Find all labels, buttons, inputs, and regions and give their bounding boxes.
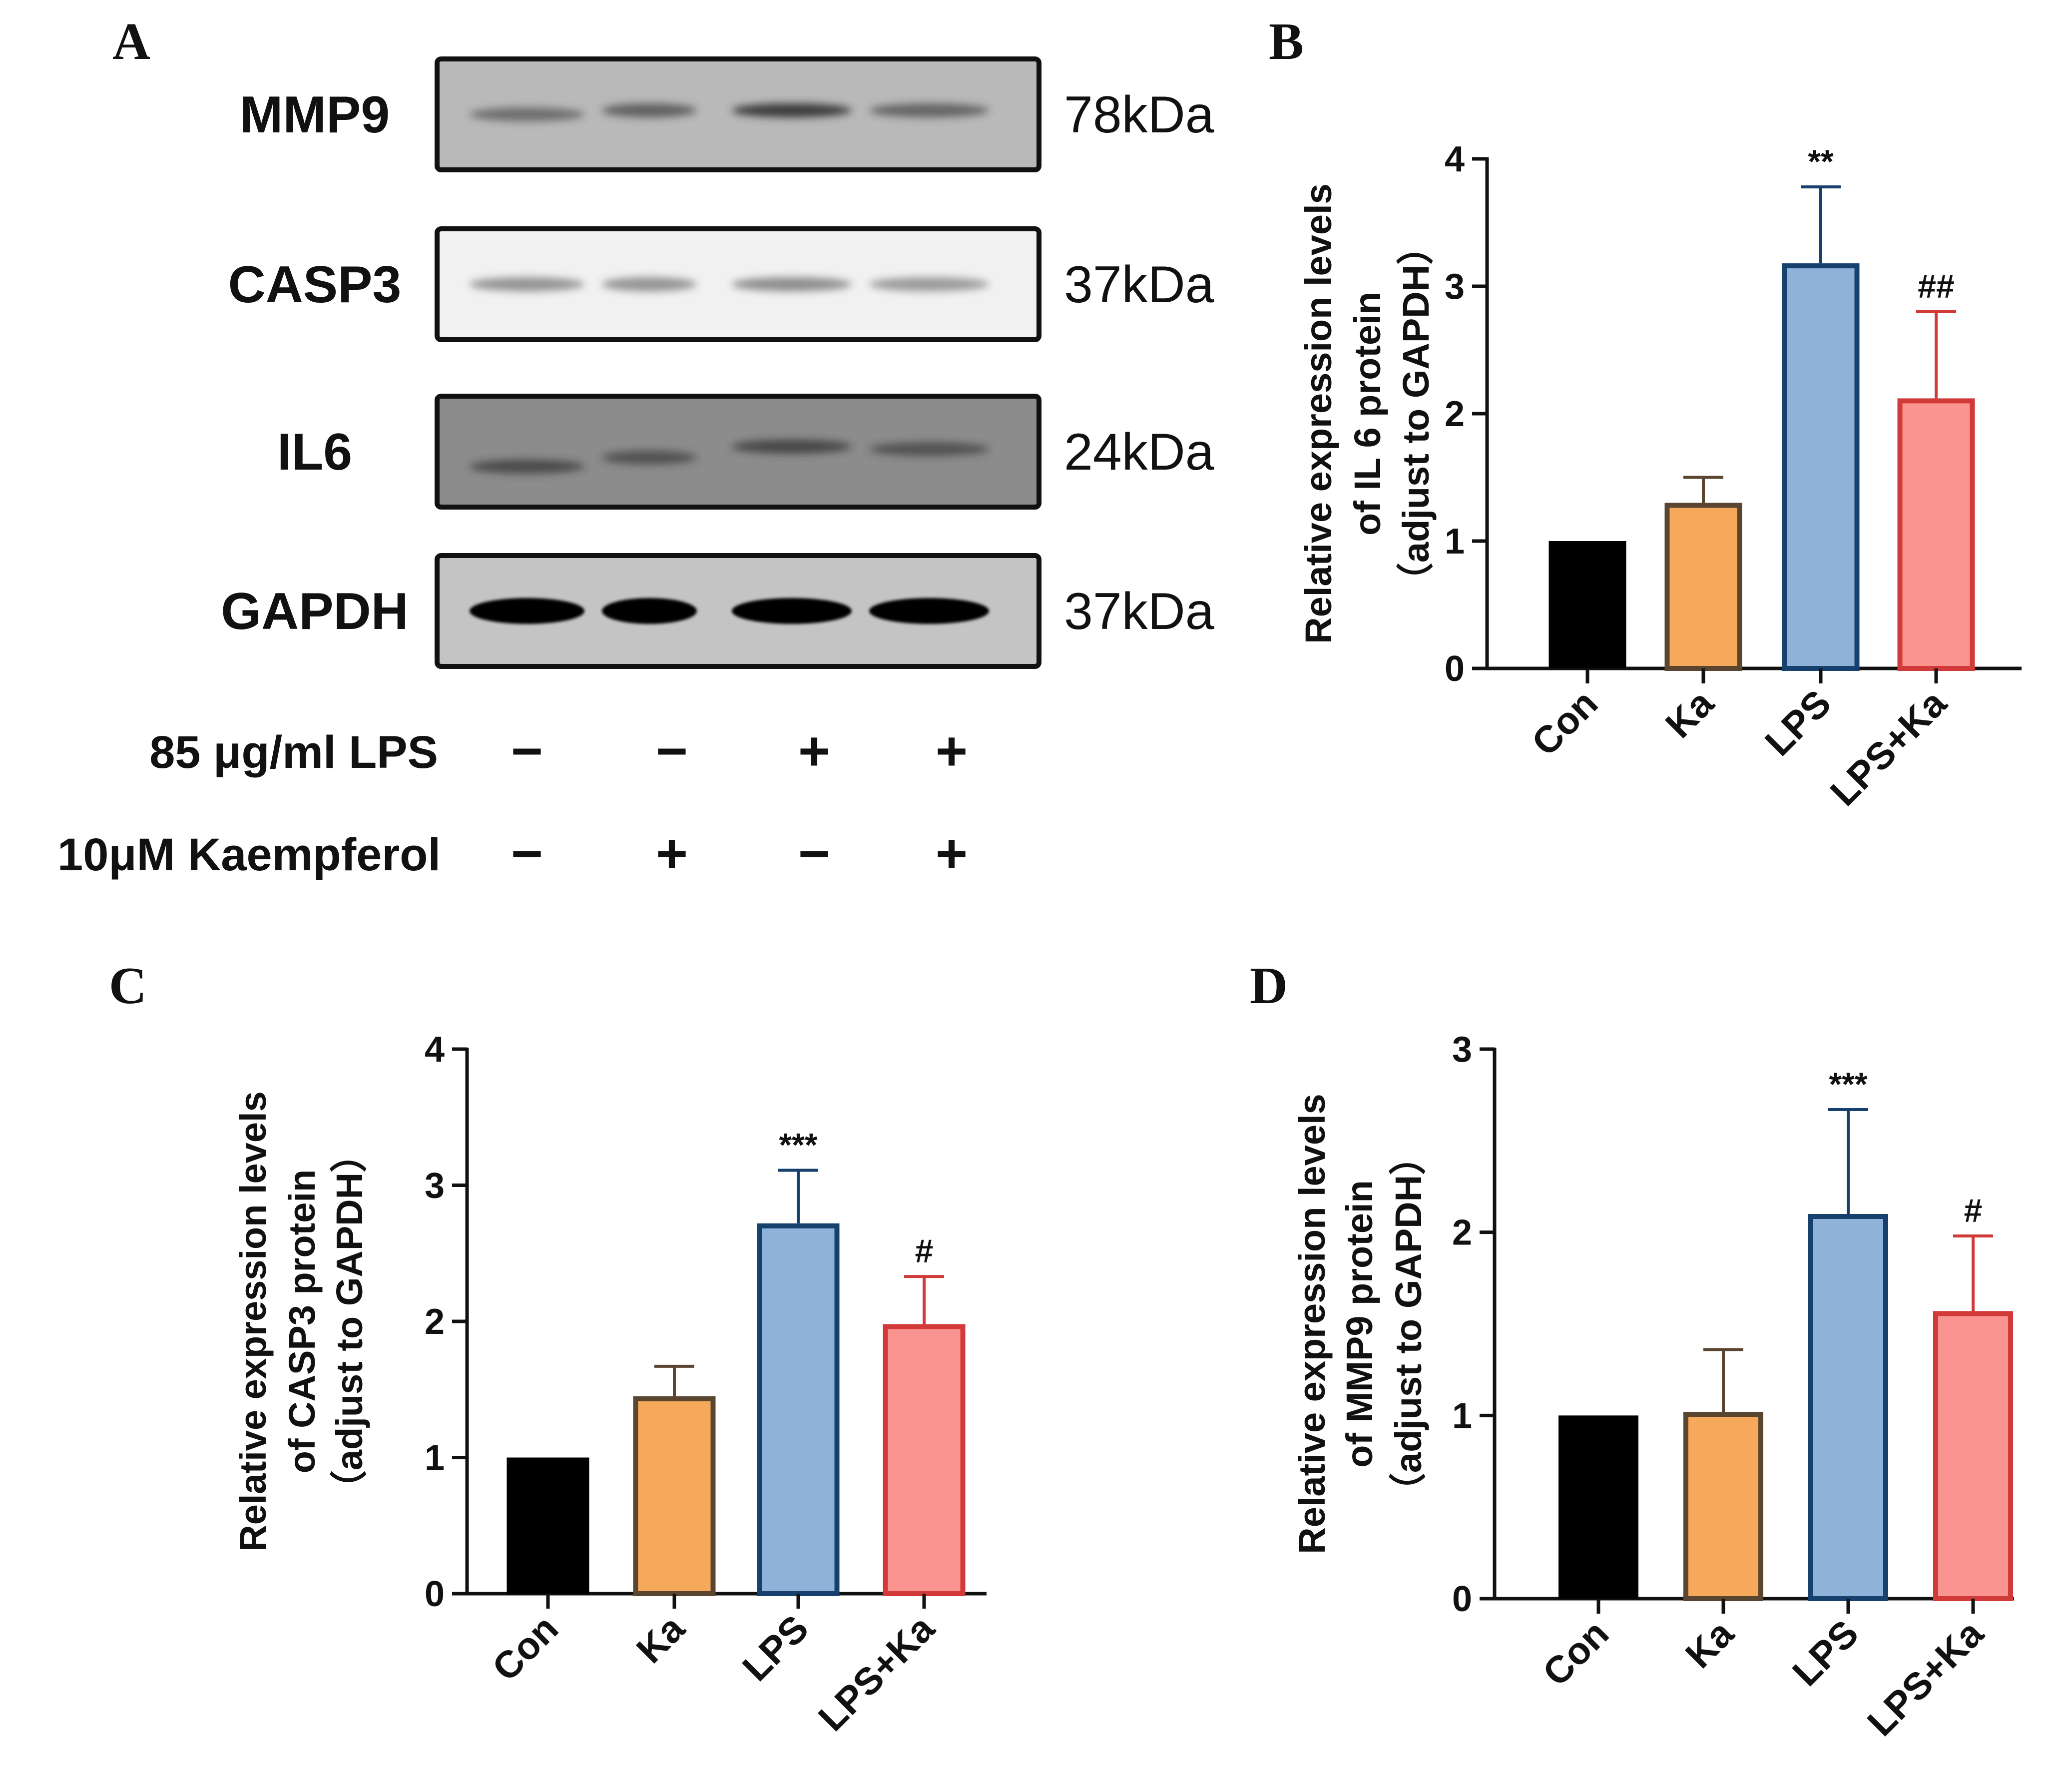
blot-band-gapdh-lane-4 — [869, 598, 989, 624]
bar-ka — [1683, 1412, 1763, 1601]
blot-band-casp3-lane-2 — [602, 277, 697, 291]
condition-sign-2-lane-3: − — [798, 823, 830, 884]
blot-band-casp3-lane-4 — [869, 277, 989, 291]
blot-band-mmp9-lane-2 — [602, 103, 697, 117]
chart-il6: 0 1 2 3 4 Con Ka LPS ** LPS+Ka ## Relative expressi… — [1298, 139, 2022, 814]
blot-kda-casp3: 37kDa — [1064, 256, 1214, 314]
y-axis-label-line-1: Relative expression levels — [232, 1091, 274, 1551]
blot-band-gapdh-lane-3 — [732, 598, 852, 624]
bar-lps — [1808, 1214, 1888, 1601]
condition-sign-2-lane-2: + — [656, 823, 688, 884]
chart-casp3: 0 1 2 3 4 Con Ka LPS *** LPS+Ka # Relative expressi… — [232, 1030, 987, 1740]
x-tick-label-ka: Ka — [628, 1607, 693, 1671]
blot-band-gapdh-lane-1 — [470, 598, 584, 624]
y-axis-label-line-1: Relative expression levels — [1298, 183, 1339, 643]
x-tick-label-con: Con — [1524, 682, 1606, 764]
y-axis-label-line-2: of MMP9 protein — [1339, 1180, 1380, 1468]
bar-ka — [633, 1396, 716, 1596]
panel-label-c: C — [109, 956, 147, 1015]
y-tick-label-3: 3 — [425, 1166, 445, 1206]
bar-con — [507, 1457, 589, 1594]
significance-lps+ka: ## — [1918, 268, 1954, 305]
y-tick-label-3: 3 — [1445, 267, 1465, 307]
significance-lps+ka: # — [915, 1232, 934, 1269]
bar-lps+ka — [1897, 398, 1975, 671]
y-tick-label-1: 1 — [1445, 522, 1465, 562]
y-tick-label-4: 4 — [1445, 139, 1465, 179]
blot-band-mmp9-lane-1 — [470, 107, 584, 121]
y-axis-label-line-3: （adjust to GAPDH） — [1388, 1138, 1429, 1510]
condition-label-2: 10μM Kaempferol — [57, 829, 441, 880]
blot-band-il6-lane-4 — [869, 442, 989, 456]
condition-sign-1-lane-3: + — [798, 720, 830, 782]
condition-sign-2-lane-4: + — [936, 823, 968, 884]
y-tick-label-2: 2 — [1445, 394, 1465, 434]
blot-kda-mmp9: 78kDa — [1064, 86, 1214, 144]
y-axis-label-line-2: of CASP3 protein — [281, 1170, 323, 1473]
panel-label-a: A — [112, 12, 150, 70]
x-tick-label-lps+ka: LPS+Ka — [1859, 1612, 1992, 1744]
blot-kda-il6: 24kDa — [1064, 423, 1214, 481]
condition-label-1: 85 μg/ml LPS — [149, 727, 438, 778]
x-tick-label-lps: LPS — [1784, 1612, 1867, 1695]
blot-band-casp3-lane-1 — [470, 277, 584, 291]
blot-box-il6 — [435, 394, 1041, 510]
condition-sign-1-lane-1: − — [511, 720, 543, 782]
y-tick-label-2: 2 — [425, 1302, 445, 1342]
x-tick-label-con: Con — [484, 1607, 566, 1690]
bar-con — [1558, 1415, 1638, 1599]
western-blot-panel: MMP9 78kDa CASP3 37kDa IL6 24kDa GAPDH 37kDa 85 … — [57, 56, 1214, 884]
blot-band-il6-lane-1 — [470, 460, 584, 474]
blot-row-label-il6: IL6 — [277, 423, 352, 481]
bar-con — [1549, 541, 1626, 668]
y-tick-label-2: 2 — [1452, 1213, 1472, 1253]
blot-band-mmp9-lane-3 — [732, 103, 852, 117]
blot-kda-gapdh: 37kDa — [1064, 583, 1214, 640]
panel-label-b: B — [1269, 12, 1304, 70]
x-tick-label-lps+ka: LPS+Ka — [1822, 681, 1955, 814]
panel-label-d: D — [1250, 956, 1288, 1015]
blot-band-gapdh-lane-2 — [602, 598, 697, 624]
blot-box-mmp9 — [435, 56, 1041, 172]
significance-lps: *** — [1829, 1066, 1867, 1103]
significance-lps: ** — [1808, 143, 1834, 180]
bar-ka — [1664, 503, 1742, 671]
bar-lps — [757, 1223, 840, 1597]
y-axis-label-line-2: of IL 6 protein — [1347, 292, 1388, 536]
y-axis-label-line-1: Relative expression levels — [1291, 1094, 1333, 1554]
blot-band-mmp9-lane-4 — [869, 103, 989, 117]
blot-band-il6-lane-3 — [732, 440, 852, 454]
y-tick-label-1: 1 — [1452, 1396, 1472, 1436]
chart-mmp9: 0 1 2 3 Con Ka LPS *** LPS+Ka # Relative expressio… — [1291, 1030, 2014, 1745]
y-tick-label-0: 0 — [1445, 649, 1465, 689]
blot-row-label-gapdh: GAPDH — [221, 583, 409, 640]
significance-lps: *** — [779, 1127, 817, 1164]
x-tick-label-ka: Ka — [1677, 1612, 1742, 1676]
blot-row-label-mmp9: MMP9 — [240, 86, 390, 144]
x-tick-label-con: Con — [1535, 1612, 1617, 1695]
blot-band-casp3-lane-3 — [732, 277, 852, 291]
x-tick-label-ka: Ka — [1657, 681, 1722, 746]
y-tick-label-0: 0 — [425, 1574, 445, 1614]
x-tick-label-lps: LPS — [734, 1607, 817, 1690]
y-tick-label-4: 4 — [425, 1030, 445, 1070]
condition-sign-1-lane-2: − — [656, 720, 688, 782]
x-tick-label-lps+ka: LPS+Ka — [810, 1607, 943, 1739]
condition-sign-2-lane-1: − — [511, 823, 543, 884]
bar-lps — [1782, 263, 1860, 671]
y-tick-label-3: 3 — [1452, 1030, 1472, 1070]
bar-lps+ka — [1933, 1311, 2013, 1601]
y-axis-label-line-3: （adjust to GAPDH） — [329, 1136, 370, 1507]
y-tick-label-1: 1 — [425, 1438, 445, 1478]
blot-band-il6-lane-2 — [602, 451, 697, 465]
bar-lps+ka — [883, 1324, 966, 1596]
x-tick-label-lps: LPS — [1757, 682, 1839, 764]
significance-lps+ka: # — [1964, 1192, 1983, 1229]
condition-sign-1-lane-4: + — [936, 720, 968, 782]
y-tick-label-0: 0 — [1452, 1579, 1472, 1619]
blot-row-label-casp3: CASP3 — [228, 256, 402, 314]
y-axis-label-line-3: （adjust to GAPDH） — [1395, 228, 1437, 599]
